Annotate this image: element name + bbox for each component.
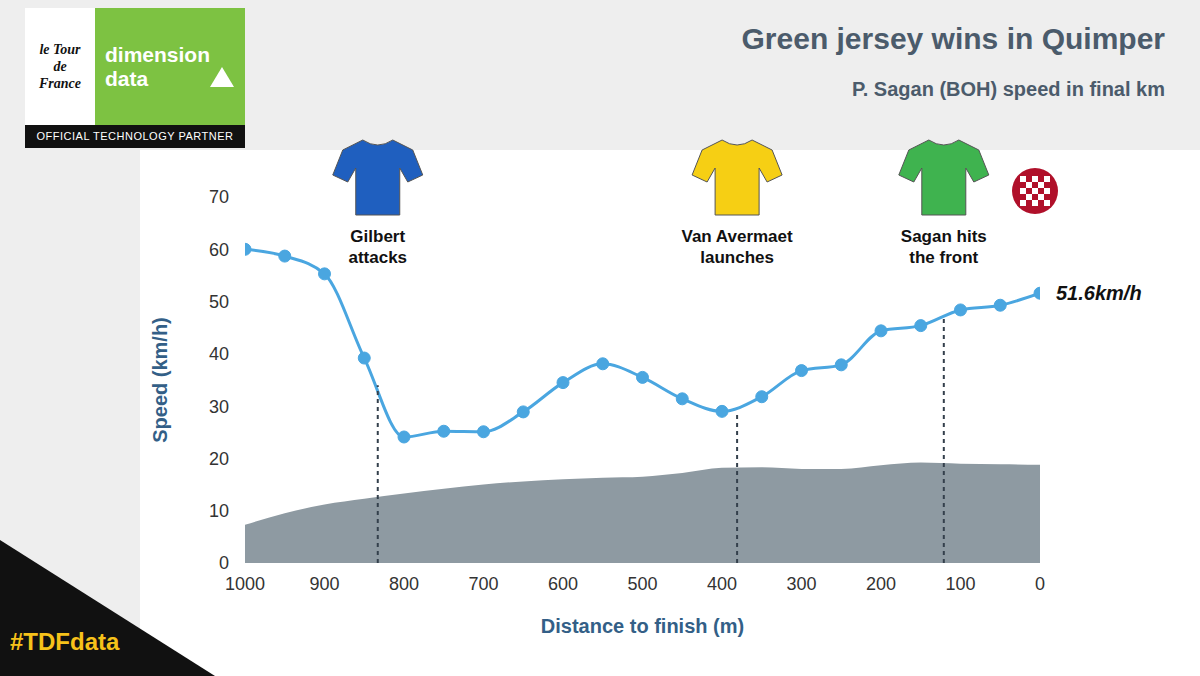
html-text:Green jersey wins in Quimper: Green jersey wins in Quimper — [741, 22, 1165, 55]
svg-text:launches: launches — [700, 248, 774, 267]
html-text:P. Sagan (BOH) speed in final: P. Sagan (BOH) speed in final km — [852, 78, 1165, 100]
svg-text:200: 200 — [866, 574, 896, 594]
svg-text:50: 50 — [209, 292, 229, 312]
svg-text:100: 100 — [945, 574, 975, 594]
svg-text:10: 10 — [209, 501, 229, 521]
svg-text:Speed (km/h): Speed (km/h) — [149, 317, 171, 443]
svg-text:30: 30 — [209, 397, 229, 417]
svg-text:Van Avermaet: Van Avermaet — [682, 227, 794, 246]
svg-text:40: 40 — [209, 344, 229, 364]
html-text:OFFICIAL TECHNOLOGY PARTNER: OFFICIAL TECHNOLOGY PARTNER — [36, 130, 234, 142]
svg-text:500: 500 — [627, 574, 657, 594]
svg-text:800: 800 — [389, 574, 419, 594]
svg-text:0: 0 — [219, 553, 229, 573]
svg-text:900: 900 — [309, 574, 339, 594]
svg-text:70: 70 — [209, 187, 229, 207]
svg-text:Sagan hits: Sagan hits — [901, 227, 987, 246]
svg-text:the front: the front — [909, 248, 978, 267]
html-text:France: France — [39, 76, 81, 91]
svg-text:20: 20 — [209, 449, 229, 469]
html-text:le Tour: le Tour — [39, 42, 81, 57]
svg-text:1000: 1000 — [225, 574, 265, 594]
svg-text:700: 700 — [468, 574, 498, 594]
svg-text:Gilbert: Gilbert — [350, 227, 405, 246]
svg-text:300: 300 — [786, 574, 816, 594]
svg-text:attacks: attacks — [348, 248, 407, 267]
svg-text:Distance to finish (m): Distance to finish (m) — [541, 615, 744, 637]
svg-text:600: 600 — [548, 574, 578, 594]
svg-text:400: 400 — [707, 574, 737, 594]
svg-text:0: 0 — [1035, 574, 1045, 594]
svg-text:51.6km/h: 51.6km/h — [1056, 282, 1142, 304]
html-text:data: data — [105, 66, 149, 90]
svg-text:60: 60 — [209, 240, 229, 260]
html-text:dimension: dimension — [105, 42, 210, 66]
html-text:de: de — [53, 59, 67, 74]
html-text:#TDFdata: #TDFdata — [10, 628, 120, 655]
